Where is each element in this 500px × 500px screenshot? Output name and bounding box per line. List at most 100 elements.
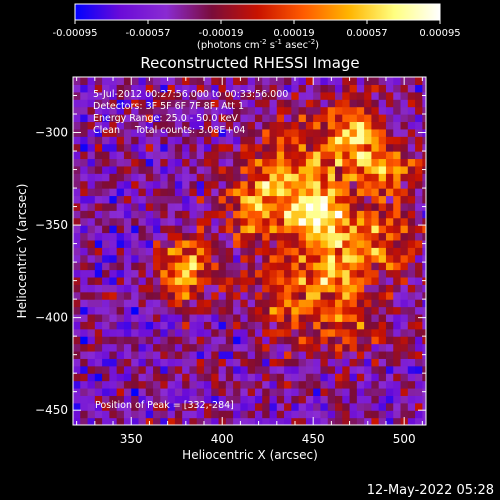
heatmap-cell [313,165,322,174]
heatmap-cell [305,77,314,85]
heatmap-cell [407,395,416,404]
heatmap-cell [218,91,227,100]
heatmap-cell [371,262,380,271]
heatmap-cell [240,195,249,204]
heatmap-cell [276,173,285,182]
heatmap-cell [254,269,263,278]
heatmap-cell [415,410,423,419]
heatmap-cell [378,143,387,152]
heatmap-cell [167,247,176,256]
heatmap-cell [204,128,212,137]
heatmap-cell [94,128,103,137]
chart-title: Reconstructed RHESSI Image [140,54,359,72]
heatmap-cell [254,350,263,359]
heatmap-cell [94,387,103,396]
heatmap-cell [262,269,271,278]
heatmap-cell [240,128,249,137]
heatmap-cell [247,313,256,322]
heatmap-cell [218,210,227,219]
heatmap-cell [247,195,256,204]
heatmap-cell [320,180,329,189]
heatmap-cell [94,77,103,85]
heatmap-cell [385,247,394,256]
heatmap-cell [364,387,373,396]
heatmap-cell [415,336,423,345]
heatmap-cell [371,358,380,367]
heatmap-cell [393,328,402,337]
heatmap-cell [233,225,241,234]
heatmap-cell [284,254,292,263]
heatmap-cell [415,276,423,285]
heatmap-cell [385,165,394,174]
heatmap-cell [393,84,402,93]
heatmap-cell [284,284,292,293]
heatmap-cell [204,387,212,396]
heatmap-cell [364,328,373,337]
heatmap-cell [422,247,426,256]
heatmap-cell [335,380,343,389]
heatmap-cell [400,128,409,137]
heatmap-cell [131,99,140,108]
heatmap-cell [167,410,176,419]
heatmap-cell [160,328,169,337]
heatmap-cell [211,84,220,93]
heatmap-cell [174,195,183,204]
heatmap-cell [254,358,263,367]
heatmap-cell [225,402,234,411]
heatmap-cell [145,114,154,123]
heatmap-cell [378,151,387,160]
heatmap-cell [196,180,205,189]
heatmap-cell [182,262,191,271]
heatmap-cell [422,358,426,367]
heatmap-cell [94,136,103,145]
heatmap-cell [378,395,387,404]
heatmap-cell [80,121,89,130]
heatmap-cell [211,195,220,204]
heatmap-cell [138,128,147,137]
heatmap-cell [218,247,227,256]
heatmap-cell [415,121,423,130]
heatmap-cell [80,114,89,123]
heatmap-cell [116,343,125,352]
heatmap-cell [182,321,191,330]
heatmap-cell [407,410,416,419]
heatmap-cell [87,247,96,256]
heatmap-cell [371,336,380,345]
heatmap-cell [109,402,118,411]
heatmap-cell [284,299,292,308]
heatmap-cell [364,254,373,263]
heatmap-cell [313,195,322,204]
heatmap-cell [240,106,249,115]
heatmap-cell [415,106,423,115]
heatmap-cell [407,380,416,389]
heatmap-cell [262,336,271,345]
heatmap-cell [262,254,271,263]
heatmap-cell [189,365,198,374]
heatmap-cell [247,373,256,382]
heatmap-cell [342,254,351,263]
heatmap-cell [80,225,89,234]
heatmap-cell [123,217,132,226]
heatmap-cell [240,84,249,93]
heatmap-cell [160,269,169,278]
heatmap-cell [284,262,292,271]
heatmap-cell [189,151,198,160]
heatmap-cell [313,373,322,382]
heatmap-cell [116,336,125,345]
heatmap-cell [189,276,198,285]
heatmap-cell [378,99,387,108]
heatmap-cell [211,180,220,189]
heatmap-cell [225,136,234,145]
heatmap-cell [131,299,140,308]
heatmap-cell [284,365,292,374]
heatmap-cell [123,284,132,293]
heatmap-cell [407,84,416,93]
heatmap-cell [87,128,96,137]
heatmap-cell [80,306,89,315]
heatmap-cell [211,165,220,174]
heatmap-cell [371,328,380,337]
heatmap-cell [233,358,241,367]
heatmap-cell [182,136,191,145]
heatmap-cell [247,128,256,137]
x-tick-label: 350 [120,432,143,446]
